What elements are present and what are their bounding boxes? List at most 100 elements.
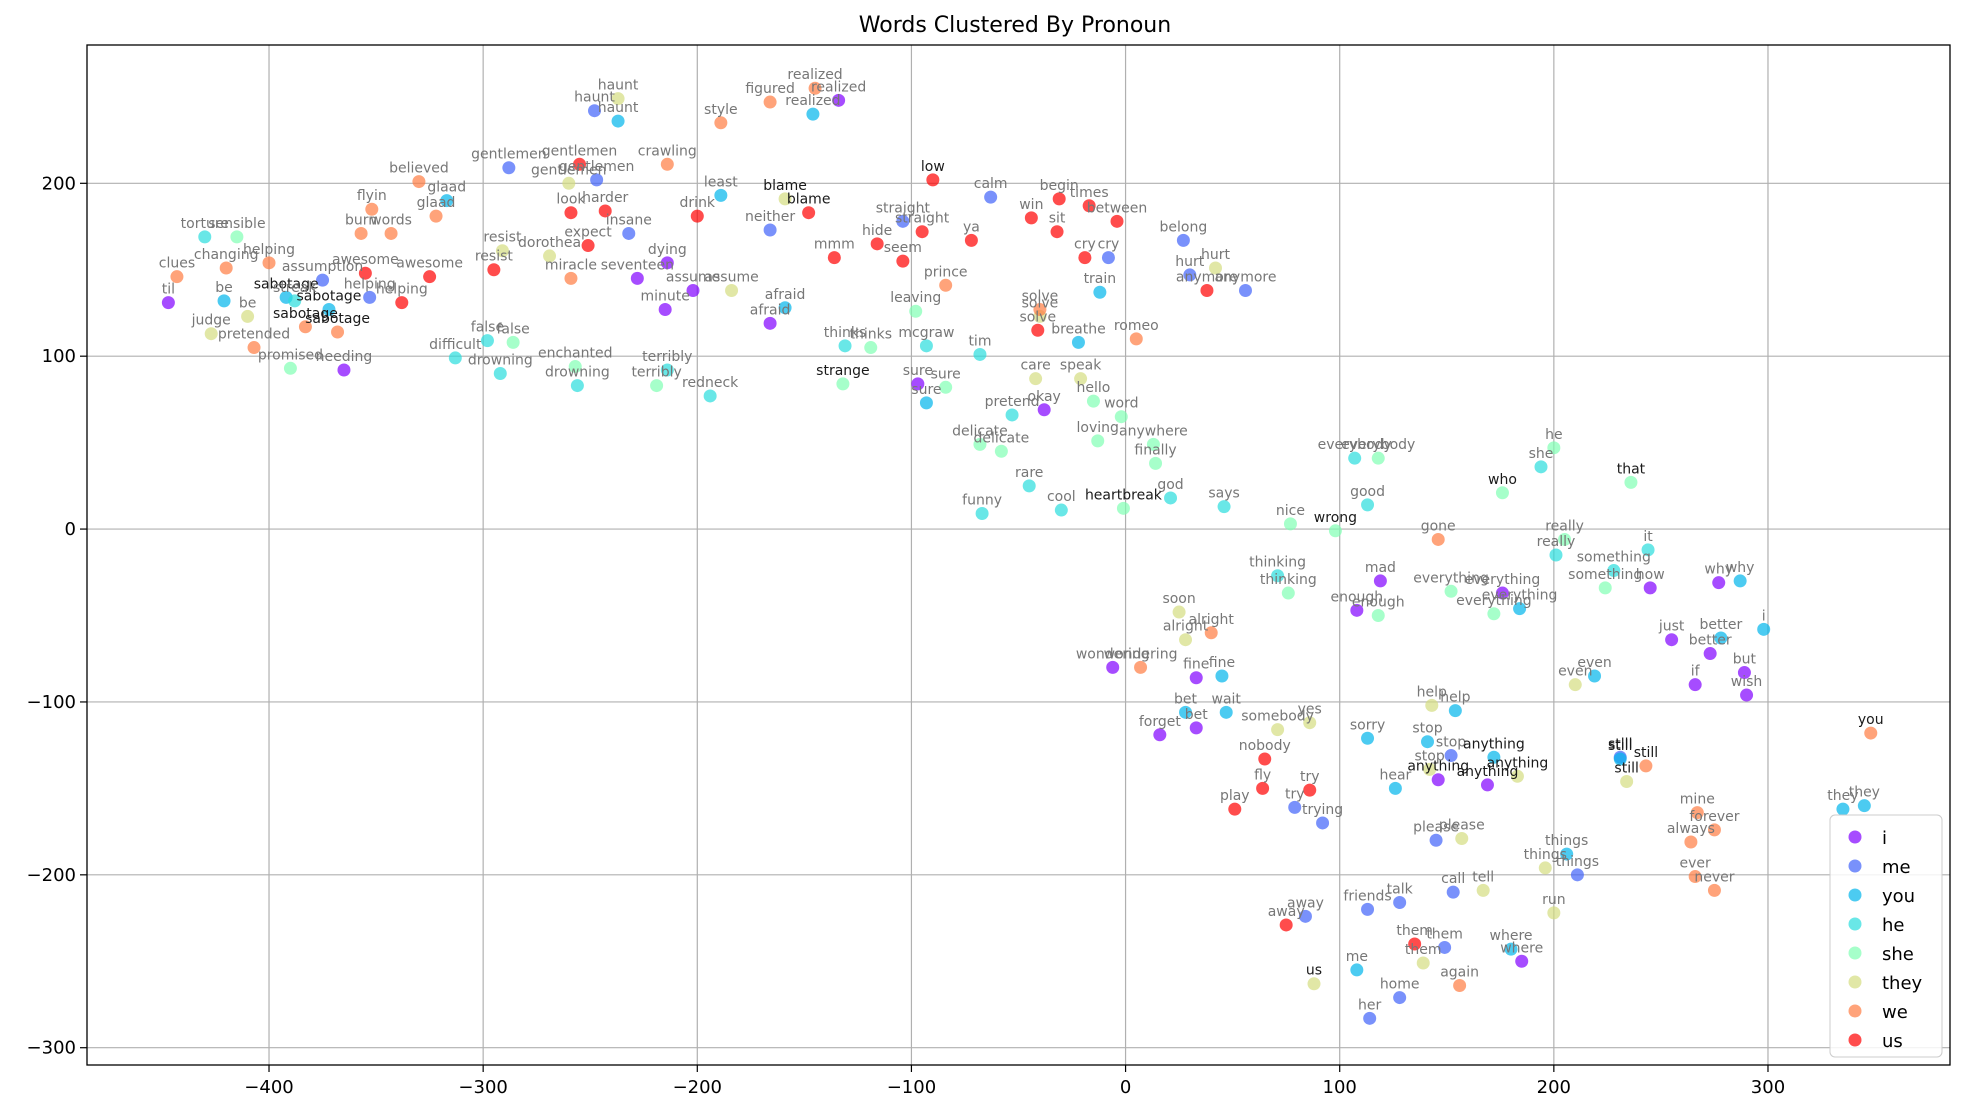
point-label: anymore — [1214, 269, 1276, 285]
point-label: resist — [475, 249, 514, 265]
data-point-we — [1864, 726, 1878, 740]
data-point-we — [660, 157, 674, 171]
point-label: me — [1346, 949, 1368, 965]
data-point-he — [1054, 503, 1068, 517]
data-point-she — [1116, 501, 1130, 515]
data-point-you — [1421, 735, 1435, 749]
data-point-you — [919, 396, 933, 410]
point-label: wish — [1731, 674, 1763, 690]
point-label: solve — [1022, 289, 1059, 305]
point-label: things — [1556, 854, 1599, 870]
data-point-i — [1189, 671, 1203, 685]
data-point-she — [1371, 451, 1385, 465]
data-point-he — [288, 294, 302, 308]
data-point-he — [570, 379, 584, 393]
point-label: mcgraw — [898, 325, 954, 341]
data-point-they — [1547, 906, 1561, 920]
data-point-you — [1215, 669, 1229, 683]
point-label: harder — [582, 190, 628, 206]
point-label: even — [1558, 664, 1592, 680]
point-label: anywhere — [1119, 423, 1188, 439]
point-label: stop — [1412, 721, 1442, 737]
point-label: tim — [968, 333, 991, 349]
legend-label: me — [1882, 857, 1911, 878]
point-label: anything — [1487, 755, 1549, 771]
point-label: flyin — [357, 188, 387, 204]
point-label: promised — [258, 347, 323, 363]
point-label: play — [1220, 788, 1250, 804]
data-point-i — [161, 296, 175, 310]
data-point-us — [690, 209, 704, 223]
data-point-us — [1279, 918, 1293, 932]
point-label: sensible — [208, 216, 265, 232]
point-label: enough — [1330, 589, 1383, 605]
point-label: mine — [1680, 792, 1715, 808]
data-point-you — [806, 107, 820, 121]
point-label: awesome — [332, 252, 399, 268]
point-label: things — [1524, 847, 1567, 863]
point-label: that — [1617, 461, 1646, 477]
point-label: it — [1643, 529, 1653, 545]
point-label: til — [162, 282, 175, 298]
data-point-they — [1307, 977, 1321, 991]
point-label: okay — [1028, 389, 1061, 405]
data-point-us — [1082, 199, 1096, 213]
data-point-us — [915, 225, 929, 239]
data-point-me — [1393, 895, 1407, 909]
data-point-we — [170, 270, 184, 284]
data-point-she — [1281, 586, 1295, 600]
data-point-i — [1740, 688, 1754, 702]
point-label: train — [1084, 271, 1117, 287]
y-tick-label: 100 — [42, 346, 76, 367]
data-point-me — [1393, 991, 1407, 1005]
data-point-they — [725, 283, 739, 297]
point-label: anything — [1463, 736, 1525, 752]
data-point-she — [1086, 394, 1100, 408]
point-label: fly — [1254, 767, 1271, 783]
data-point-i — [1350, 603, 1364, 617]
data-point-he — [1607, 564, 1621, 578]
data-point-me — [1298, 909, 1312, 923]
data-point-he — [1549, 548, 1563, 562]
point-label: still — [1608, 738, 1632, 754]
data-point-we — [1639, 759, 1653, 773]
legend-marker-us — [1848, 1033, 1862, 1047]
point-label: help — [1417, 684, 1447, 700]
point-label: stop — [1415, 748, 1445, 764]
data-point-me — [622, 226, 636, 240]
data-point-they — [778, 192, 792, 206]
point-label: expect — [564, 225, 612, 241]
point-label: never — [1694, 869, 1734, 885]
point-label: again — [1440, 964, 1479, 980]
data-point-you — [1757, 622, 1771, 636]
point-label: really — [1537, 534, 1576, 550]
data-point-she — [1558, 532, 1572, 546]
point-label: sure — [911, 382, 941, 398]
data-point-you — [1219, 705, 1233, 719]
data-point-he — [919, 339, 933, 353]
data-point-i — [911, 377, 925, 391]
point-label: really — [1545, 518, 1584, 534]
data-point-us — [1408, 937, 1422, 951]
point-label: soon — [1162, 591, 1195, 607]
point-label: helping — [376, 282, 428, 298]
point-label: hurt — [1201, 247, 1231, 263]
legend-label: we — [1882, 1002, 1908, 1023]
point-label: dorothea — [518, 235, 581, 251]
data-point-us — [564, 206, 578, 220]
data-point-he — [660, 363, 674, 377]
data-point-i — [1712, 576, 1726, 590]
data-point-they — [1568, 678, 1582, 692]
data-point-they — [543, 249, 557, 263]
point-label: cool — [1047, 489, 1076, 505]
data-point-me — [1570, 868, 1584, 882]
point-label: help — [1440, 690, 1470, 706]
data-point-she — [939, 380, 953, 394]
data-point-us — [896, 254, 910, 268]
point-label: ya — [963, 219, 980, 235]
point-label: strange — [816, 363, 870, 379]
point-label: everything — [1413, 570, 1489, 586]
data-point-me — [1316, 816, 1330, 830]
data-point-we — [1129, 332, 1143, 346]
